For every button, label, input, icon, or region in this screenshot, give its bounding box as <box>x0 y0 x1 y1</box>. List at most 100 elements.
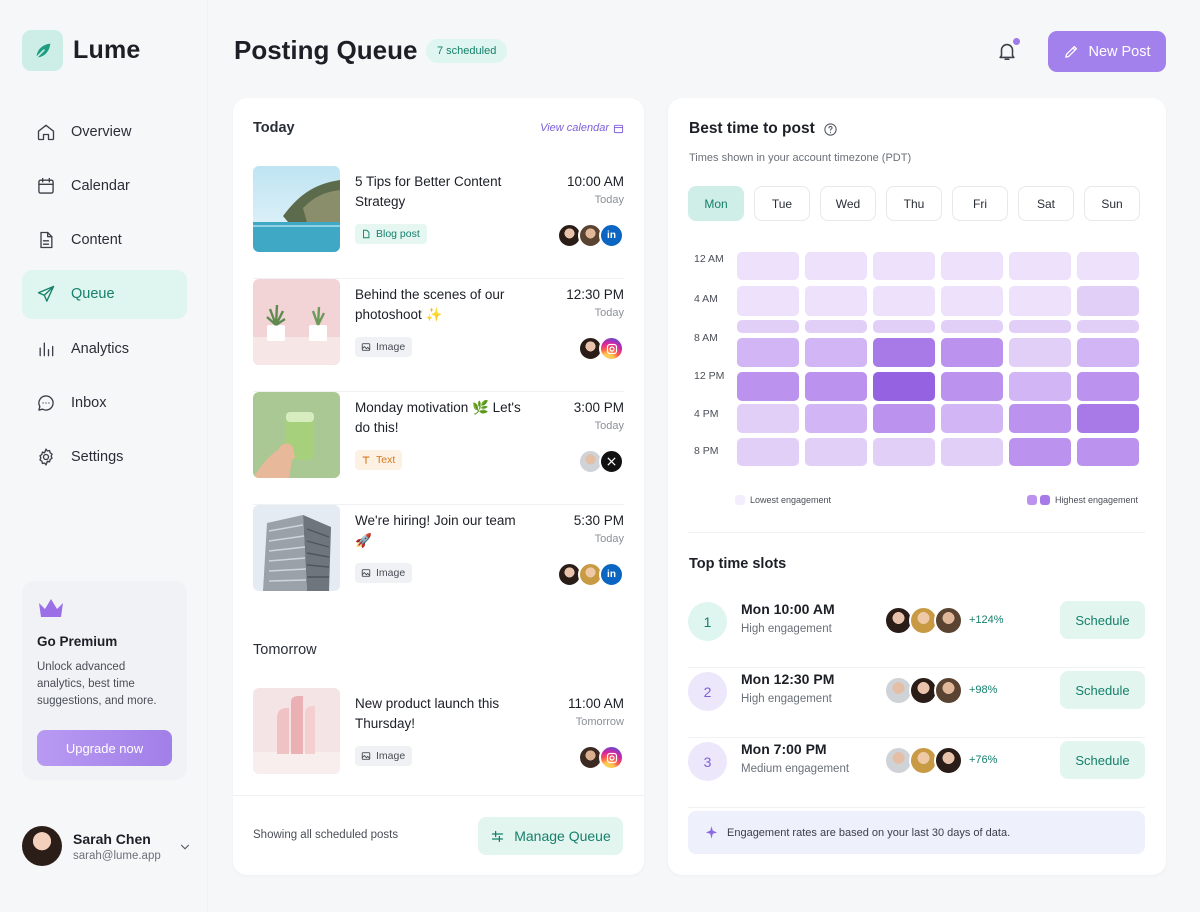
heatmap-cell[interactable] <box>941 372 1003 401</box>
schedule-button[interactable]: Schedule <box>1060 671 1145 709</box>
heatmap-cell[interactable] <box>1077 320 1139 333</box>
heatmap-cell[interactable] <box>805 438 867 466</box>
heatmap-cell[interactable] <box>805 286 867 316</box>
post-time: 12:30 PM <box>566 287 624 302</box>
post-channels <box>578 449 624 474</box>
heatmap-cell[interactable] <box>1009 372 1071 401</box>
bell-icon[interactable] <box>996 40 1018 62</box>
heatmap-cell[interactable] <box>737 286 799 316</box>
heatmap-cell[interactable] <box>737 320 799 333</box>
leaf-logo-icon <box>22 30 63 71</box>
day-tab-sun[interactable]: Sun <box>1084 186 1140 221</box>
slot-lift: +124% <box>969 614 1004 626</box>
queue-footer: Showing all scheduled posts Manage Queue <box>233 795 644 875</box>
day-tab-mon[interactable]: Mon <box>688 186 744 221</box>
heatmap-cell[interactable] <box>941 320 1003 333</box>
sidebar-item-calendar[interactable]: Calendar <box>22 161 187 210</box>
scheduled-count-badge: 7 scheduled <box>426 39 508 63</box>
heatmap-cell[interactable] <box>1009 252 1071 280</box>
day-tab-thu[interactable]: Thu <box>886 186 942 221</box>
heatmap-cell[interactable] <box>873 252 935 280</box>
heatmap-cell[interactable] <box>1077 372 1139 401</box>
heatmap-cell[interactable] <box>805 404 867 433</box>
post-thumbnail <box>253 279 340 365</box>
slot-rank: 2 <box>688 672 727 711</box>
day-tab-fri[interactable]: Fri <box>952 186 1008 221</box>
heatmap-cell[interactable] <box>941 338 1003 367</box>
heatmap-cell[interactable] <box>1009 320 1071 333</box>
heatmap-cell[interactable] <box>1009 404 1071 433</box>
heatmap-cell[interactable] <box>737 372 799 401</box>
heatmap-cell[interactable] <box>873 438 935 466</box>
heatmap-cell[interactable] <box>737 404 799 433</box>
heatmap-cell[interactable] <box>1077 338 1139 367</box>
heatmap-cell[interactable] <box>941 404 1003 433</box>
heatmap-cell[interactable] <box>1077 404 1139 433</box>
heatmap-cell[interactable] <box>1077 286 1139 316</box>
post-channels <box>578 745 624 770</box>
heatmap-cell[interactable] <box>941 252 1003 280</box>
schedule-button[interactable]: Schedule <box>1060 601 1145 639</box>
avatar <box>884 606 913 635</box>
slot-rank: 1 <box>688 602 727 641</box>
sidebar-item-analytics[interactable]: Analytics <box>22 324 187 373</box>
slot-engagement: High engagement <box>741 693 832 705</box>
heatmap-cell[interactable] <box>737 252 799 280</box>
heatmap-cell[interactable] <box>737 338 799 367</box>
document-icon <box>40 231 53 249</box>
heatmap-cell[interactable] <box>805 320 867 333</box>
post-title: We're hiring! Join our team 🚀 <box>355 513 516 548</box>
notification-dot <box>1013 38 1020 45</box>
heatmap-cell[interactable] <box>941 286 1003 316</box>
heatmap-cell[interactable] <box>1077 252 1139 280</box>
day-tab-sat[interactable]: Sat <box>1018 186 1074 221</box>
post-type-label: Image <box>376 341 406 353</box>
heatmap-cell[interactable] <box>1077 438 1139 466</box>
queue-post[interactable]: Monday motivation 🌿 Let's do this! 3:00 … <box>253 392 624 505</box>
heatmap-cell[interactable] <box>737 438 799 466</box>
view-calendar-link[interactable]: View calendar <box>540 122 624 134</box>
heatmap-cell[interactable] <box>873 372 935 401</box>
heatmap-cell[interactable] <box>805 338 867 367</box>
new-post-button[interactable]: New Post <box>1048 31 1166 72</box>
queue-post[interactable]: New product launch this Thursday! 11:00 … <box>253 688 624 801</box>
heatmap-cell[interactable] <box>805 372 867 401</box>
heatmap-cell[interactable] <box>805 252 867 280</box>
heatmap-cell[interactable] <box>1009 438 1071 466</box>
day-tab-wed[interactable]: Wed <box>820 186 876 221</box>
upgrade-button[interactable]: Upgrade now <box>37 730 172 766</box>
help-icon[interactable] <box>823 122 838 137</box>
chevron-down-icon[interactable] <box>178 840 192 854</box>
heatmap-cell[interactable] <box>941 438 1003 466</box>
queue-post[interactable]: Behind the scenes of our photoshoot ✨ 12… <box>253 279 624 392</box>
manage-queue-button[interactable]: Manage Queue <box>478 817 623 855</box>
heatmap-cell[interactable] <box>1009 338 1071 367</box>
heatmap-cell[interactable] <box>873 338 935 367</box>
top-slots-title: Top time slots <box>689 556 787 572</box>
sidebar-item-content[interactable]: Content <box>22 216 187 265</box>
sidebar-item-settings[interactable]: Settings <box>22 433 187 482</box>
queue-post[interactable]: We're hiring! Join our team 🚀 5:30 PM To… <box>253 505 624 618</box>
day-tab-tue[interactable]: Tue <box>754 186 810 221</box>
heatmap-cell[interactable] <box>873 286 935 316</box>
heatmap-cell[interactable] <box>1009 286 1071 316</box>
sidebar-item-label: Overview <box>71 123 132 140</box>
heatmap-cell[interactable] <box>873 320 935 333</box>
document-icon <box>363 229 370 239</box>
heatmap-cell[interactable] <box>873 404 935 433</box>
brand[interactable]: Lume <box>22 30 140 71</box>
user-profile[interactable]: Sarah Chen sarah@lume.app <box>22 826 192 866</box>
avatar <box>22 826 62 866</box>
queue-post[interactable]: 5 Tips for Better Content Strategy 10:00… <box>253 166 624 279</box>
legend-low-swatch <box>735 495 745 505</box>
today-label: Today <box>253 120 295 136</box>
sidebar-item-inbox[interactable]: Inbox <box>22 378 187 427</box>
sidebar-item-overview[interactable]: Overview <box>22 107 187 156</box>
schedule-button[interactable]: Schedule <box>1060 741 1145 779</box>
legend-low: Lowest engagement <box>735 495 831 505</box>
legend-high: Highest engagement <box>1026 495 1138 505</box>
image-icon <box>361 569 371 577</box>
slot-audience-avatars <box>884 606 963 635</box>
sidebar-item-queue[interactable]: Queue <box>22 269 187 319</box>
heatmap-hour-label: 8 AM <box>694 332 718 344</box>
